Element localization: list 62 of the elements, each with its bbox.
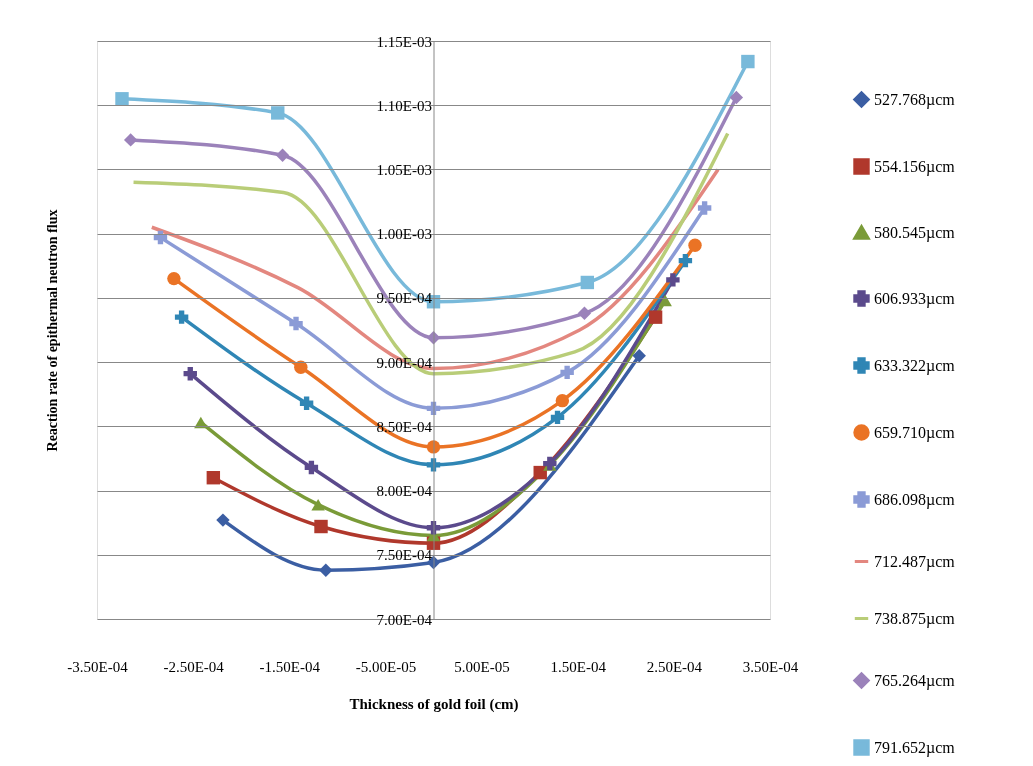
legend-label: 791.652µcm: [874, 738, 956, 757]
y-tick-label: 9.00E-04: [376, 354, 433, 371]
point: [729, 90, 744, 105]
point: [560, 365, 574, 380]
point: [206, 471, 221, 485]
line-series: [131, 131, 730, 376]
point: [271, 106, 285, 120]
point: [550, 410, 565, 425]
x-axis-title: Thickness of gold foil (cm): [349, 695, 519, 713]
point: [697, 201, 712, 215]
legend-label: 554.156µcm: [874, 157, 956, 176]
legend-label: 659.710µcm: [874, 423, 956, 442]
point: [299, 396, 314, 410]
point: [648, 310, 663, 324]
legend-label: 738.875µcm: [874, 609, 956, 628]
point: [216, 513, 230, 527]
point: [289, 316, 303, 331]
point: [741, 54, 755, 69]
point: [183, 366, 197, 381]
point: [174, 310, 189, 324]
point: [688, 238, 702, 252]
y-tick-label: 9.50E-04: [376, 290, 433, 307]
point: [632, 348, 646, 363]
y-tick-label: 1.10E-03: [376, 97, 432, 114]
x-tick-label: 5.00E-05: [454, 658, 510, 675]
point: [311, 498, 325, 511]
point: [275, 148, 290, 163]
y-tick-label: 7.00E-04: [376, 611, 433, 628]
point: [319, 563, 333, 577]
legend-label: 712.487µcm: [874, 552, 956, 571]
y-tick-label: 8.50E-04: [376, 418, 433, 435]
point: [314, 519, 328, 534]
legend-label: 686.098µcm: [874, 490, 956, 509]
line-series: [150, 167, 720, 371]
y-tick-label: 1.05E-03: [376, 161, 432, 178]
y-axis-title: Reaction rate of epithermal neutron flux: [44, 209, 60, 452]
x-tick-label: 2.50E-04: [646, 658, 703, 675]
x-tick-label: -5.00E-05: [355, 658, 417, 675]
y-tick-label: 1.15E-03: [376, 33, 432, 50]
legend-label: 580.545µcm: [874, 223, 956, 242]
point: [555, 393, 570, 408]
point: [304, 460, 319, 475]
point: [294, 360, 308, 374]
point: [115, 92, 129, 106]
legend-label: 606.933µcm: [874, 289, 956, 308]
x-tick-label: -2.50E-04: [163, 658, 225, 675]
x-tick-label: -3.50E-04: [67, 658, 129, 675]
point: [678, 253, 693, 268]
y-tick-label: 7.50E-04: [376, 547, 433, 564]
point: [577, 306, 592, 321]
point: [123, 133, 138, 147]
x-tick-label: 1.50E-04: [550, 658, 607, 675]
x-tick-label: 3.50E-04: [742, 658, 799, 675]
legend-label: 633.322µcm: [874, 356, 956, 375]
legend-label: 527.768µcm: [874, 90, 956, 109]
legend-label: 765.264µcm: [874, 671, 956, 690]
point: [167, 271, 181, 286]
x-tick-label: -1.50E-04: [259, 658, 321, 675]
point: [666, 273, 680, 287]
y-tick-label: 8.00E-04: [376, 483, 433, 500]
point: [580, 275, 595, 290]
y-tick-label: 1.00E-03: [376, 226, 432, 243]
